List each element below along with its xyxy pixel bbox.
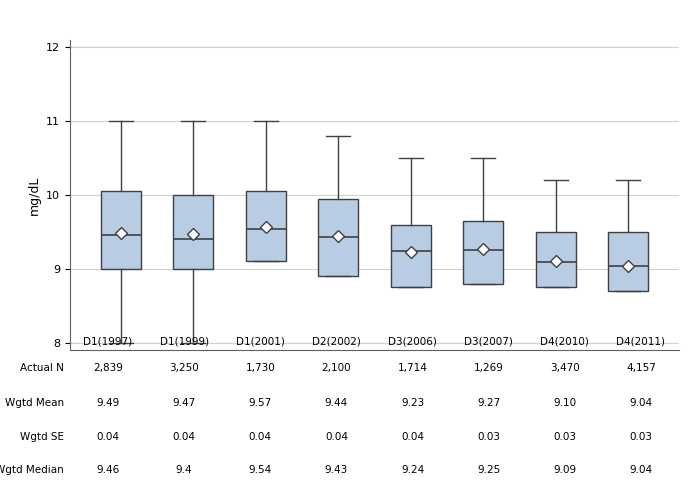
Text: 9.54: 9.54	[248, 465, 272, 475]
Text: 9.10: 9.10	[553, 398, 576, 407]
Text: 1,714: 1,714	[398, 363, 428, 373]
Text: D1(1997): D1(1997)	[83, 337, 132, 347]
Text: 9.43: 9.43	[325, 465, 348, 475]
Text: 9.24: 9.24	[401, 465, 424, 475]
FancyBboxPatch shape	[174, 195, 214, 269]
Text: D2(2002): D2(2002)	[312, 337, 361, 347]
Text: D1(2001): D1(2001)	[236, 337, 285, 347]
Text: 2,100: 2,100	[321, 363, 351, 373]
Text: Wgtd Median: Wgtd Median	[0, 465, 64, 475]
Text: 9.49: 9.49	[97, 398, 120, 407]
FancyBboxPatch shape	[391, 224, 430, 288]
Text: 0.03: 0.03	[477, 432, 500, 442]
Text: 9.27: 9.27	[477, 398, 500, 407]
FancyBboxPatch shape	[101, 192, 141, 269]
Text: 0.04: 0.04	[401, 432, 424, 442]
Text: Wgtd SE: Wgtd SE	[20, 432, 64, 442]
Text: 9.46: 9.46	[97, 465, 120, 475]
Text: 9.25: 9.25	[477, 465, 500, 475]
Text: 9.23: 9.23	[401, 398, 424, 407]
Text: 9.44: 9.44	[325, 398, 348, 407]
FancyBboxPatch shape	[246, 192, 286, 262]
Text: D3(2007): D3(2007)	[464, 337, 513, 347]
Text: Wgtd Mean: Wgtd Mean	[5, 398, 64, 407]
Text: D4(2011): D4(2011)	[617, 337, 666, 347]
Text: 4,157: 4,157	[626, 363, 656, 373]
Text: 1,730: 1,730	[246, 363, 275, 373]
Text: 3,470: 3,470	[550, 363, 580, 373]
Text: 0.03: 0.03	[553, 432, 576, 442]
FancyBboxPatch shape	[536, 232, 575, 287]
Text: D4(2010): D4(2010)	[540, 337, 589, 347]
Text: D3(2006): D3(2006)	[388, 337, 437, 347]
Text: 3,250: 3,250	[169, 363, 199, 373]
FancyBboxPatch shape	[608, 232, 648, 291]
Text: 0.04: 0.04	[325, 432, 348, 442]
Text: 9.04: 9.04	[629, 398, 652, 407]
Text: 2,839: 2,839	[93, 363, 123, 373]
Text: D1(1999): D1(1999)	[160, 337, 209, 347]
Text: 9.09: 9.09	[553, 465, 576, 475]
Text: 9.47: 9.47	[173, 398, 196, 407]
Text: 0.04: 0.04	[173, 432, 196, 442]
Text: 0.03: 0.03	[629, 432, 652, 442]
FancyBboxPatch shape	[463, 221, 503, 284]
Text: 9.57: 9.57	[248, 398, 272, 407]
Y-axis label: mg/dL: mg/dL	[27, 176, 41, 214]
Text: 0.04: 0.04	[97, 432, 120, 442]
FancyBboxPatch shape	[318, 198, 358, 276]
Text: 1,269: 1,269	[474, 363, 503, 373]
Text: Actual N: Actual N	[20, 363, 64, 373]
Text: 9.4: 9.4	[176, 465, 192, 475]
Text: 9.04: 9.04	[629, 465, 652, 475]
Text: 0.04: 0.04	[248, 432, 272, 442]
